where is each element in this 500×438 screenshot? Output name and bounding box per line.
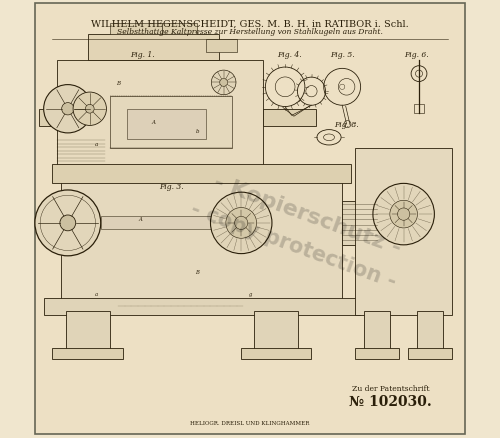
Text: Fig. 3.: Fig. 3.: [158, 182, 184, 190]
Bar: [263, 110, 316, 127]
Bar: [364, 311, 390, 350]
Bar: [408, 348, 452, 359]
Bar: [356, 348, 400, 359]
Circle shape: [60, 215, 76, 231]
Bar: [61, 175, 342, 307]
Text: - Kopierschutz -: - Kopierschutz -: [210, 172, 404, 258]
Text: Fig. 4.: Fig. 4.: [277, 51, 302, 59]
Text: g: g: [248, 291, 252, 296]
Bar: [110, 96, 232, 149]
Circle shape: [398, 208, 410, 221]
Text: - copy protection -: - copy protection -: [188, 199, 400, 292]
Circle shape: [234, 217, 248, 230]
Text: WILHELM HEGENSCHEIDT, GES. M. B. H. in RATIBOR i. Schl.: WILHELM HEGENSCHEIDT, GES. M. B. H. in R…: [91, 20, 409, 28]
Circle shape: [73, 93, 106, 126]
Bar: [52, 164, 351, 184]
Text: Fig. 8.: Fig. 8.: [334, 121, 359, 129]
Circle shape: [86, 105, 94, 114]
Text: A: A: [152, 120, 156, 125]
Bar: [66, 311, 110, 350]
Text: Zu der Patentschrift: Zu der Patentschrift: [352, 384, 429, 392]
Bar: [88, 35, 220, 61]
Text: Selbstthatige Kaltpresse zur Herstellung von Stahlkugeln aus Draht.: Selbstthatige Kaltpresse zur Herstellung…: [117, 28, 383, 35]
Text: B: B: [116, 81, 120, 86]
Bar: [254, 311, 298, 350]
Circle shape: [220, 79, 228, 87]
Bar: [57, 61, 263, 166]
Bar: [342, 201, 378, 245]
Circle shape: [390, 201, 417, 229]
Bar: [414, 105, 424, 114]
Bar: [162, 24, 198, 35]
Circle shape: [210, 193, 272, 254]
Bar: [52, 348, 122, 359]
Text: Fig. 5.: Fig. 5.: [330, 51, 354, 59]
Bar: [417, 311, 443, 350]
Text: a: a: [94, 142, 98, 147]
Bar: [127, 110, 206, 140]
Text: Fig. 1.: Fig. 1.: [130, 51, 155, 59]
Bar: [206, 39, 237, 53]
Circle shape: [373, 184, 434, 245]
Bar: [110, 24, 162, 35]
Bar: [241, 348, 312, 359]
Circle shape: [35, 191, 100, 256]
Bar: [44, 298, 360, 315]
Circle shape: [62, 103, 74, 116]
Text: B: B: [196, 269, 200, 274]
Bar: [100, 217, 224, 230]
Bar: [40, 110, 57, 127]
Circle shape: [44, 85, 92, 134]
Text: b: b: [196, 129, 199, 134]
Circle shape: [212, 71, 236, 95]
Circle shape: [226, 208, 256, 239]
Text: a: a: [95, 291, 98, 296]
Text: HELIOGR. DREISL UND KLINGHAMMER: HELIOGR. DREISL UND KLINGHAMMER: [190, 420, 310, 425]
Text: Fig. 6.: Fig. 6.: [404, 51, 429, 59]
Text: A: A: [138, 216, 142, 222]
Text: № 102030.: № 102030.: [349, 394, 432, 408]
Bar: [356, 149, 452, 315]
